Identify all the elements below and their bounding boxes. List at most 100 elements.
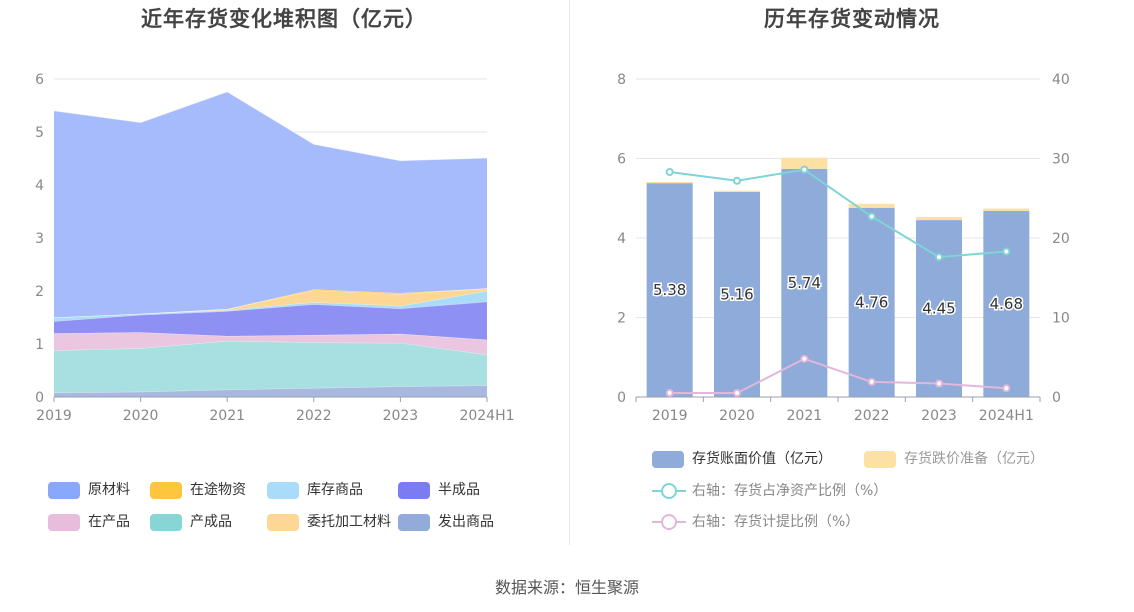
legend-swatch-book-value bbox=[652, 451, 684, 468]
x-tick-label: 2021 bbox=[787, 408, 823, 424]
legend-label: 委托加工材料 bbox=[307, 514, 391, 530]
bar-impairment bbox=[983, 208, 1030, 211]
legend-swatch bbox=[267, 482, 299, 499]
x-tick-label: 2021 bbox=[209, 408, 245, 424]
legend-label-impairment: 存货跌价准备（亿元） bbox=[904, 451, 1044, 467]
data-source: 数据来源：恒生聚源 bbox=[494, 578, 639, 597]
legend-label: 库存商品 bbox=[307, 482, 363, 498]
panel-divider bbox=[569, 0, 570, 545]
y-tick-label-left: 0 bbox=[617, 390, 626, 406]
left-chart-panel: 近年存货变化堆积图（亿元） 0 1 2 3 4 5 6 2019 2020 2021 2022 202… bbox=[0, 0, 568, 545]
x-tick-label: 2019 bbox=[36, 408, 72, 424]
y-tick-label-right: 40 bbox=[1052, 72, 1070, 88]
y-tick-label: 4 bbox=[35, 178, 44, 194]
legend-swatch bbox=[150, 482, 182, 499]
y-tick-label-right: 0 bbox=[1052, 390, 1061, 406]
bar-data-label: 4.45 bbox=[922, 300, 955, 318]
legend-label: 原材料 bbox=[88, 482, 130, 498]
line-net-asset-ratio-point bbox=[1002, 247, 1011, 256]
bar-line-combo-chart: 0 2 4 6 8 0 10 20 30 40 5.38 5.16 5.74 4.76 4.45 4.68 20… bbox=[617, 72, 1070, 424]
legend-swatch bbox=[267, 514, 299, 531]
area-原材料 bbox=[54, 91, 487, 318]
bar-data-label: 4.68 bbox=[990, 295, 1023, 313]
bar-data-label: 5.38 bbox=[653, 281, 686, 299]
y-tick-label-right: 10 bbox=[1052, 311, 1070, 327]
left-chart-title: 近年存货变化堆积图（亿元） bbox=[141, 7, 427, 31]
line-provision-ratio bbox=[669, 357, 1007, 395]
line-net-asset-ratio-point bbox=[800, 165, 809, 174]
legend-marker-net-asset-ratio bbox=[661, 483, 677, 499]
legend-label: 发出商品 bbox=[438, 514, 494, 530]
line-provision-ratio-point bbox=[733, 389, 741, 398]
y-tick-label: 6 bbox=[35, 72, 44, 88]
line-provision-ratio-point bbox=[665, 389, 674, 398]
right-chart-panel: 历年存货变动情况 0 2 4 6 8 0 10 20 30 40 5.38 5.16 5.74 4.76 4… bbox=[570, 0, 1134, 545]
x-tick-label: 2024H1 bbox=[979, 408, 1034, 424]
line-provision-ratio-point bbox=[867, 377, 876, 386]
area-库存商品 bbox=[54, 291, 487, 322]
y-tick-label: 2 bbox=[35, 284, 44, 300]
y-tick-label-left: 8 bbox=[617, 72, 626, 88]
x-tick-label: 2022 bbox=[854, 408, 890, 424]
x-tick-label: 2023 bbox=[921, 408, 957, 424]
legend-label-provision-ratio: 右轴：存货计提比例（%） bbox=[692, 514, 860, 530]
x-tick-label: 2020 bbox=[719, 408, 755, 424]
bar-book-value bbox=[714, 191, 760, 397]
bar-impairment bbox=[781, 157, 828, 169]
line-provision-ratio-point bbox=[800, 354, 809, 363]
legend-swatch bbox=[150, 514, 182, 531]
legend-label: 在产品 bbox=[88, 514, 130, 530]
line-net-asset-ratio-point bbox=[733, 176, 741, 185]
line-net-asset-ratio-point bbox=[935, 253, 943, 262]
y-tick-label-left: 6 bbox=[617, 152, 626, 168]
y-tick-label-left: 2 bbox=[617, 311, 626, 327]
legend-swatch bbox=[48, 514, 80, 531]
legend-swatch bbox=[398, 482, 430, 499]
legend-swatch bbox=[398, 514, 430, 531]
legend-label-book-value: 存货账面价值（亿元） bbox=[692, 451, 832, 467]
legend-swatch-impairment bbox=[864, 451, 896, 468]
bar-book-value bbox=[646, 183, 693, 397]
x-tick-label: 2023 bbox=[383, 408, 419, 424]
stacked-area-chart: 0 1 2 3 4 5 6 2019 2020 2021 2022 2023 2024H1 bbox=[35, 72, 514, 424]
right-chart-title: 历年存货变动情况 bbox=[764, 7, 940, 31]
x-tick-label: 2022 bbox=[296, 408, 332, 424]
x-tick-label: 2019 bbox=[652, 408, 688, 424]
bar-impairment bbox=[646, 181, 693, 184]
y-tick-label-left: 4 bbox=[617, 231, 626, 247]
bar-impairment bbox=[848, 203, 895, 208]
area-发出商品 bbox=[54, 385, 487, 397]
bar-impairment bbox=[714, 190, 760, 192]
line-net-asset-ratio bbox=[669, 168, 1007, 259]
legend-label-net-asset-ratio: 右轴：存货占净资产比例（%） bbox=[692, 483, 888, 499]
bar-data-label: 5.74 bbox=[788, 274, 821, 292]
x-tick-label: 2020 bbox=[123, 408, 159, 424]
bar-data-label: 5.16 bbox=[720, 285, 753, 303]
bar-data-label: 4.76 bbox=[855, 293, 888, 311]
legend-swatch bbox=[48, 482, 80, 499]
legend-label: 半成品 bbox=[438, 482, 480, 498]
bar-book-value bbox=[848, 207, 895, 397]
y-tick-label-right: 20 bbox=[1052, 231, 1070, 247]
bar-book-value bbox=[983, 210, 1030, 397]
line-net-asset-ratio-point bbox=[665, 168, 674, 177]
y-tick-label: 3 bbox=[35, 231, 44, 247]
legend-label: 产成品 bbox=[190, 514, 232, 530]
line-provision-ratio-point bbox=[1002, 384, 1011, 393]
legend-label: 在途物资 bbox=[190, 482, 246, 498]
area-委托加工材料 bbox=[54, 288, 487, 318]
area-半成品 bbox=[54, 301, 487, 340]
bar-impairment bbox=[916, 216, 962, 221]
bar-book-value bbox=[916, 220, 962, 397]
y-tick-label-right: 30 bbox=[1052, 152, 1070, 168]
area-产成品 bbox=[54, 340, 487, 393]
area-在产品 bbox=[54, 332, 487, 355]
line-net-asset-ratio-point bbox=[867, 212, 876, 221]
area-edge-原材料 bbox=[53, 91, 488, 162]
x-tick-label: 2024H1 bbox=[459, 408, 514, 424]
y-tick-label: 1 bbox=[35, 337, 44, 353]
y-tick-label: 0 bbox=[35, 390, 44, 406]
legend-marker-provision-ratio bbox=[661, 514, 677, 530]
y-tick-label: 5 bbox=[35, 125, 44, 141]
line-provision-ratio-point bbox=[935, 379, 943, 388]
